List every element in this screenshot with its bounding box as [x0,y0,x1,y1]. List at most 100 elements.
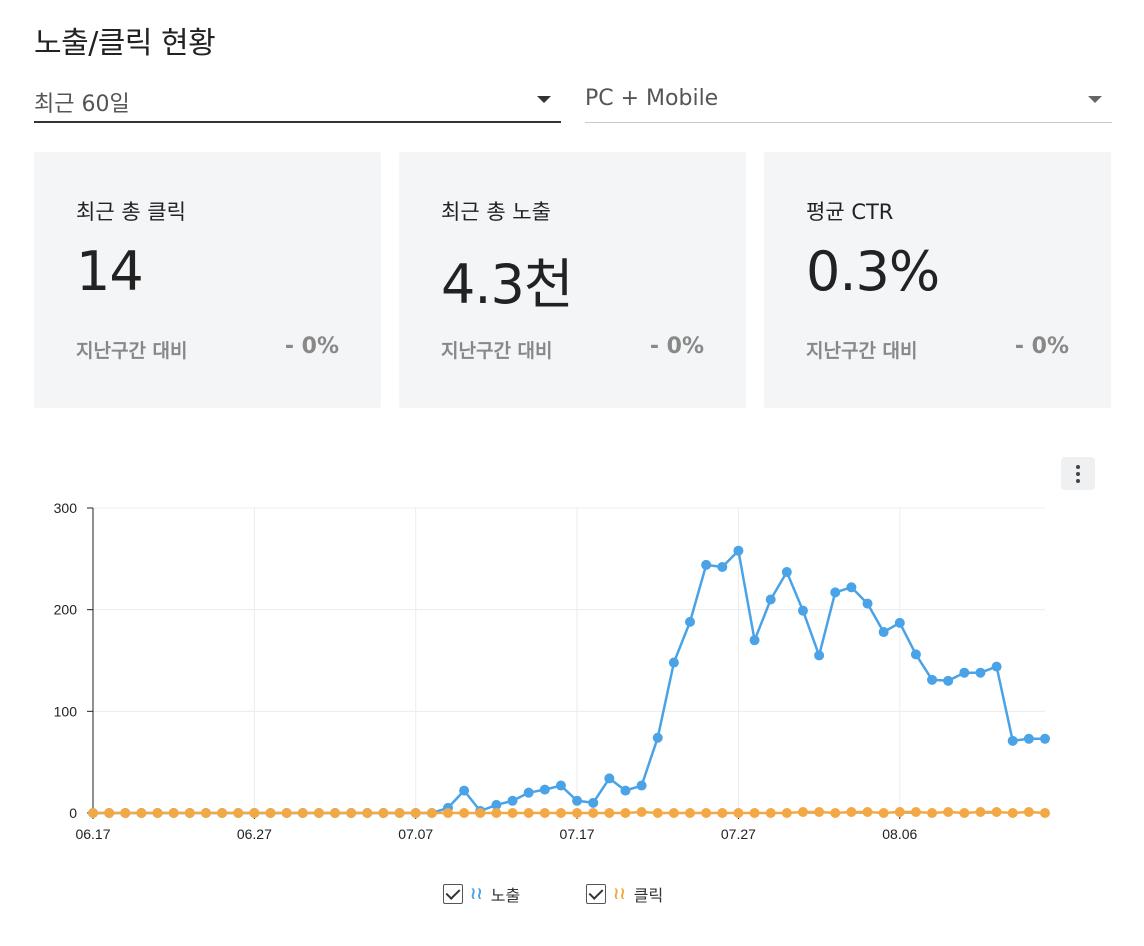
line-series-icon: ≀≀ [613,884,626,904]
clicks-data-point [426,808,437,818]
impressions-data-point [959,667,970,678]
clicks-data-point [652,808,663,818]
impressions-clicks-chart: 0 100 200 300 06.17 06.27 07.07 07.17 07.27 08.06 [54,500,1050,840]
clicks-data-point [184,808,195,818]
card-label: 평균 CTR [806,200,894,224]
device-select-value: PC + Mobile [585,86,719,111]
clicks-data-point [555,808,566,818]
period-select[interactable]: 최근 60일 [34,78,561,123]
clicks-data-point [330,808,341,818]
impressions-data-point [555,780,566,791]
impressions-data-point [523,787,534,798]
card-value: 4.3천 [441,253,574,316]
impressions-data-point [539,784,550,795]
chart-menu-button[interactable] [1061,457,1095,490]
impressions-data-point [943,675,954,686]
impressions-data-point [862,598,873,609]
clicks-data-point [297,808,308,818]
clicks-data-point [539,808,550,818]
line-series-icon: ≀≀ [470,884,483,904]
clicks-data-point [620,808,631,818]
clicks-data-point [507,808,518,818]
average-ctr-card: 평균 CTR 0.3% 지난구간 대비 - 0% [764,152,1111,408]
clicks-data-point [991,806,1002,817]
clicks-data-point [927,808,938,818]
card-compare-label: 지난구간 대비 [806,340,918,362]
clicks-data-point [136,808,147,818]
legend-impressions-toggle[interactable]: ≀≀ 노출 [443,882,520,906]
clicks-data-point [281,808,292,818]
card-label: 최근 총 노출 [441,200,551,224]
card-value: 0.3% [806,240,940,303]
clicks-data-point [88,808,98,818]
card-compare-value: - 0% [1014,334,1069,359]
impressions-data-point [975,667,986,678]
impressions-data-point [927,674,938,685]
clicks-data-point [168,808,179,818]
impressions-data-point [1007,735,1018,746]
clicks-data-point [781,808,792,818]
impressions-data-point [620,785,631,796]
impressions-data-point [717,561,728,572]
total-clicks-card: 최근 총 클릭 14 지난구간 대비 - 0% [34,152,381,408]
y-tick-label: 0 [69,805,77,821]
impressions-data-point [878,627,889,638]
clicks-data-point [442,808,453,818]
total-impressions-card: 최근 총 노출 4.3천 지난구간 대비 - 0% [399,152,746,408]
card-compare-label: 지난구간 대비 [441,340,553,362]
legend-label: 클릭 [633,886,664,905]
impressions-data-point [604,773,615,784]
clicks-data-point [120,808,131,818]
clicks-data-point [572,808,583,818]
period-select-value: 최근 60일 [34,92,130,117]
clicks-data-point [894,806,905,817]
clicks-data-point [410,808,421,818]
clicks-data-point [588,808,599,818]
clicks-data-point [200,808,211,818]
clicks-data-point [523,808,534,818]
x-tick-label: 08.06 [882,826,917,840]
impressions-data-point [910,649,921,660]
x-tick-label: 06.27 [237,826,272,840]
clicks-data-point [814,806,825,817]
impressions-data-point [572,795,583,806]
legend-clicks-toggle[interactable]: ≀≀ 클릭 [586,882,663,906]
y-tick-label: 300 [54,500,78,516]
impressions-data-point [636,780,647,791]
checkbox-checked-icon[interactable] [586,884,606,904]
clicks-data-point [265,808,276,818]
impressions-data-point [459,785,470,796]
impressions-data-point [507,795,518,806]
x-tick-label: 07.17 [560,826,595,840]
impressions-series-line [93,549,1045,815]
clicks-data-point [394,808,405,818]
clicks-data-point [249,808,260,818]
card-compare-label: 지난구간 대비 [76,340,188,362]
clicks-data-point [878,808,889,818]
clicks-data-point [152,808,163,818]
clicks-data-point [862,806,873,817]
clicks-data-point [491,808,502,818]
clicks-data-point [346,808,357,818]
card-value: 14 [76,240,144,303]
clicks-data-point [378,808,389,818]
clicks-data-point [217,808,228,818]
impressions-data-point [814,650,825,661]
impressions-data-point [1040,733,1050,744]
clicks-data-point [104,808,115,818]
x-tick-label: 07.27 [721,826,756,840]
y-tick-label: 100 [54,703,78,719]
legend-label: 노출 [490,886,521,905]
impressions-data-point [797,605,808,616]
impressions-data-point [765,594,776,605]
impressions-data-point [491,799,502,810]
checkbox-checked-icon[interactable] [443,884,463,904]
chevron-down-icon [537,96,551,103]
device-select[interactable]: PC + Mobile [585,78,1112,123]
y-tick-label: 200 [54,602,78,618]
clicks-data-point [233,808,244,818]
clicks-data-point [765,808,776,818]
clicks-data-point [701,808,712,818]
x-tick-label: 07.07 [398,826,433,840]
impressions-data-point [830,587,841,598]
